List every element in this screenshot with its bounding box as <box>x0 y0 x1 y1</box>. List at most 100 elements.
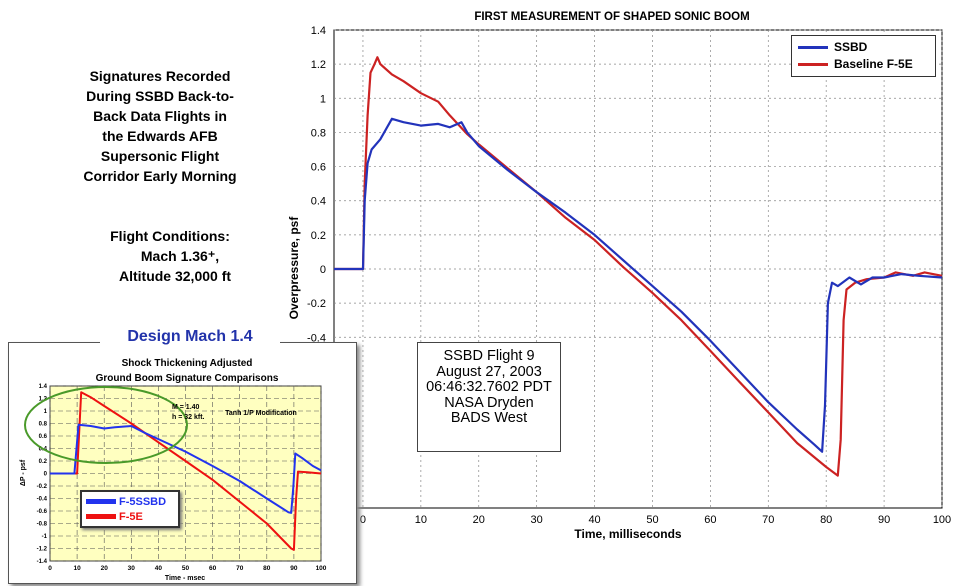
inset-y-tick-label: -1 <box>42 534 48 540</box>
inset-x-tick-label: 40 <box>155 565 163 572</box>
conditions-line: Flight Conditions: <box>110 228 230 244</box>
main-grid <box>334 29 943 508</box>
inset-x-tick-label: 100 <box>316 565 327 572</box>
inset-legend: F-5SSBD F-5E <box>80 490 180 528</box>
x-tick-label: 60 <box>704 514 716 526</box>
inset-x-tick-label: 30 <box>128 565 136 572</box>
description-line: Corridor Early Morning <box>83 168 237 184</box>
inset-legend-label: F-5SSBD <box>119 495 167 508</box>
inset-f5e-swatch <box>86 514 116 519</box>
description-line: During SSBD Back-to- <box>86 88 234 104</box>
legend-item-ssbd: SSBD <box>798 39 867 55</box>
y-tick-label: -0.4 <box>307 332 326 344</box>
annotation-line: August 27, 2003 <box>436 363 542 380</box>
inset-title-line2: Ground Boom Signature Comparisons <box>96 373 279 384</box>
inset-ssbd-swatch <box>86 499 116 504</box>
legend-label: SSBD <box>834 40 868 54</box>
inset-ssbd-line <box>50 423 322 514</box>
annotation-line: NASA Dryden <box>444 394 534 411</box>
inset-header: Design Mach 1.4 <box>100 328 280 346</box>
x-tick-label: 50 <box>646 514 658 526</box>
annotation-line: SSBD Flight 9 <box>443 348 535 364</box>
y-tick-label: 0.4 <box>311 196 326 208</box>
description-line: the Edwards AFB <box>102 128 218 144</box>
inset-x-tick-label: 20 <box>101 565 109 572</box>
x-tick-label: 90 <box>878 514 890 526</box>
y-tick-label: 0.6 <box>311 162 326 174</box>
inset-y-tick-label: 0 <box>44 472 48 478</box>
inset-svg: Shock Thickening Adjusted Ground Boom Si… <box>20 358 327 582</box>
x-tick-label: 20 <box>473 514 485 526</box>
inset-title-line1: Shock Thickening Adjusted <box>122 358 253 369</box>
inset-annotation-mach: M = 1.40 <box>172 404 200 411</box>
x-tick-label: 80 <box>820 514 832 526</box>
inset-legend-item-ssbd: F-5SSBD <box>86 494 166 509</box>
inset-series <box>50 391 322 551</box>
conditions-line: Altitude 32,000 ft <box>118 268 232 284</box>
inset-x-label: Time - msec <box>165 575 205 582</box>
inset-x-tick-label: 50 <box>182 565 190 572</box>
x-tick-label: 40 <box>588 514 600 526</box>
inset-x-tick-label: 80 <box>263 565 271 572</box>
y-tick-label: 0.2 <box>311 230 326 242</box>
f5e-swatch <box>798 62 828 66</box>
inset-y-tick-label: 1.2 <box>39 397 48 403</box>
chart-title: FIRST MEASUREMENT OF SHAPED SONIC BOOM <box>474 11 749 23</box>
highlight-ellipse <box>24 386 188 464</box>
inset-annotation-altitude: h = 32 kft. <box>172 414 205 421</box>
x-tick-label: 70 <box>762 514 774 526</box>
inset-x-tick-label: 0 <box>48 565 52 572</box>
f5e-series-line <box>334 56 943 477</box>
inset-y-tick-label: -1.2 <box>37 547 48 553</box>
y-tick-label: 0 <box>320 264 326 276</box>
inset-x-tick-label: 70 <box>236 565 244 572</box>
legend-label: Baseline F-5E <box>834 57 913 71</box>
inset-chart: Shock Thickening Adjusted Ground Boom Si… <box>8 342 357 584</box>
flight-conditions: Flight Conditions: Mach 1.36⁺, Altitude … <box>40 226 280 286</box>
x-tick-label: 10 <box>415 514 427 526</box>
inset-y-tick-label: -1.4 <box>37 559 48 565</box>
inset-x-tick-label: 10 <box>73 565 81 572</box>
flight-description: Signatures Recorded During SSBD Back-to-… <box>40 66 280 186</box>
main-ticks: 0 10 20 30 40 50 60 70 80 90 100 -0.4 -0.2 0 0.2 0.4 0.6… <box>307 25 951 526</box>
x-tick-label: 100 <box>933 514 951 526</box>
inset-y-tick-label: -0.8 <box>37 522 48 528</box>
annotation-line: BADS West <box>450 410 528 426</box>
inset-x-tick-label: 60 <box>209 565 217 572</box>
inset-y-tick-label: 1.4 <box>39 384 48 390</box>
description-line: Supersonic Flight <box>100 148 220 164</box>
inset-y-label: ΔP - psf <box>20 459 27 486</box>
legend-item-f5e: Baseline F-5E <box>798 56 913 72</box>
y-tick-label: -0.2 <box>307 298 326 310</box>
inset-y-tick-label: -0.6 <box>37 509 48 515</box>
inset-x-tick-label: 90 <box>290 565 298 572</box>
inset-y-tick-label: 0.6 <box>39 434 48 440</box>
inset-annotation-method: Tanh 1/P Modification <box>225 410 297 417</box>
x-axis-label: Time, milliseconds <box>574 527 681 541</box>
main-series <box>334 56 943 477</box>
description-line: Signatures Recorded <box>89 68 231 84</box>
y-tick-label: 1 <box>320 93 326 105</box>
y-tick-label: 1.2 <box>311 59 326 71</box>
y-axis-label: Overpressure, psf <box>287 216 301 320</box>
flight-annotation: SSBD Flight 9 August 27, 2003 06:46:32.7… <box>417 342 561 452</box>
description-line: Back Data Flights in <box>93 108 227 124</box>
x-tick-label: 30 <box>531 514 543 526</box>
inset-legend-item-f5e: F-5E <box>86 509 143 524</box>
inset-y-tick-label: -0.2 <box>37 484 48 490</box>
inset-y-tick-label: 0.8 <box>39 422 48 428</box>
ssbd-series-line <box>334 117 943 453</box>
inset-y-tick-label: 1 <box>44 409 48 415</box>
inset-y-tick-label: 0.2 <box>39 459 48 465</box>
annotation-line: 06:46:32.7602 PDT <box>426 379 552 395</box>
inset-legend-label: F-5E <box>119 510 143 523</box>
y-tick-label: 0.8 <box>311 127 326 139</box>
ssbd-swatch <box>798 45 828 49</box>
y-tick-label: 1.4 <box>311 25 326 37</box>
x-tick-label: 0 <box>360 514 366 526</box>
main-legend: SSBD Baseline F-5E <box>791 35 936 77</box>
inset-f5e-line <box>50 391 322 551</box>
conditions-line: Mach 1.36⁺, <box>140 248 220 264</box>
inset-grid <box>49 385 322 562</box>
inset-y-tick-label: -0.4 <box>37 497 48 503</box>
